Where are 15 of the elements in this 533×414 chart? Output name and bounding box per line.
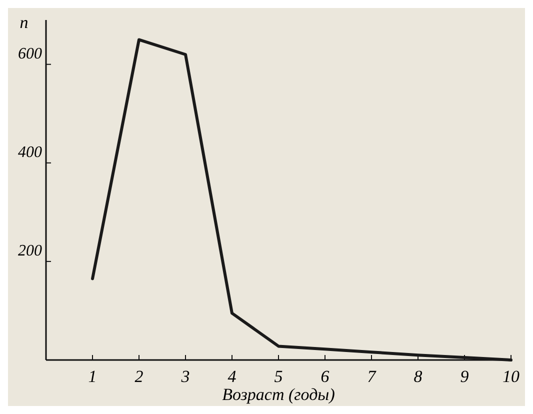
y-axis-title: n [20, 13, 28, 32]
y-tick-label: 400 [18, 144, 42, 161]
x-tick-label: 5 [274, 367, 283, 386]
x-tick-label: 6 [320, 367, 330, 386]
x-tick-label: 1 [88, 367, 97, 386]
y-tick-label: 600 [18, 45, 42, 62]
x-tick-label: 7 [367, 367, 378, 386]
x-tick-label: 3 [180, 367, 190, 386]
x-tick-label: 8 [414, 367, 423, 386]
x-tick-label: 10 [502, 367, 520, 386]
x-tick-label: 4 [228, 367, 237, 386]
x-axis-title: Возраст (годы) [222, 385, 336, 404]
x-tick-label: 9 [460, 367, 470, 386]
y-tick-label: 200 [18, 242, 42, 260]
x-tick-label: 2 [134, 367, 144, 386]
